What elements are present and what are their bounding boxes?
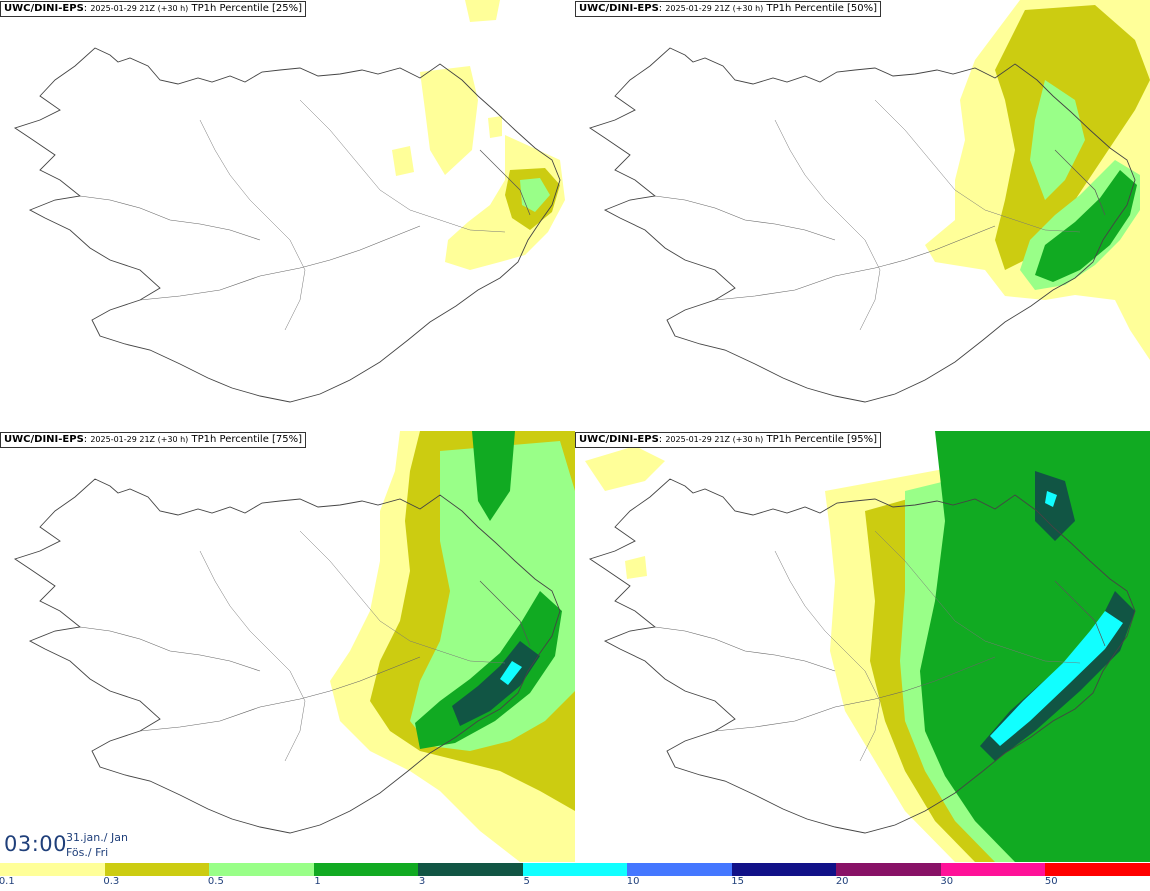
- legend-swatch: [731, 863, 837, 876]
- valid-time-box: 03:00 31.jan./ Jan Fös./ Fri: [0, 826, 140, 862]
- precip-map-p95: [585, 431, 1150, 862]
- valid-date: 31.jan./ Jan: [66, 831, 128, 844]
- legend-label: 0.5: [207, 876, 224, 887]
- legend-label: 20: [835, 876, 849, 887]
- legend-swatch: [209, 863, 314, 876]
- map-panel-p50: UWC/DINI-EPS: 2025-01-29 21Z (+30 h) TP1…: [575, 0, 1150, 431]
- panel-title: UWC/DINI-EPS: 2025-01-29 21Z (+30 h) TP1…: [575, 432, 882, 448]
- map-panel-p75: UWC/DINI-EPS: 2025-01-29 21Z (+30 h) TP1…: [0, 431, 575, 862]
- legend-label: 3: [418, 876, 426, 887]
- legend-swatch: [836, 863, 941, 876]
- legend-swatch: [627, 863, 732, 876]
- panel-title: UWC/DINI-EPS: 2025-01-29 21Z (+30 h) TP1…: [0, 1, 307, 17]
- panel-title: UWC/DINI-EPS: 2025-01-29 21Z (+30 h) TP1…: [0, 432, 307, 448]
- legend-label: 30: [940, 876, 954, 887]
- legend-swatch: [1045, 863, 1150, 876]
- legend-label: 15: [731, 876, 744, 887]
- map-panel-p25: UWC/DINI-EPS: 2025-01-29 21Z (+30 h) TP1…: [0, 0, 575, 431]
- valid-day: Fös./ Fri: [66, 846, 109, 859]
- map-panel-p95: UWC/DINI-EPS: 2025-01-29 21Z (+30 h) TP1…: [575, 431, 1150, 862]
- legend-swatch: [0, 863, 105, 876]
- precip-map-p50: [589, 0, 1150, 403]
- legend-labels: 0.1 0.3 0.5 1 3 5 10 15 20 30 50: [0, 876, 1150, 890]
- legend-swatch: [104, 863, 210, 876]
- legend-label: 0.1: [0, 876, 15, 887]
- valid-time: 03:00: [4, 832, 68, 856]
- legend-label: 10: [626, 876, 640, 887]
- legend-swatch: [418, 863, 523, 876]
- legend-swatch: [313, 863, 419, 876]
- panel-title: UWC/DINI-EPS: 2025-01-29 21Z (+30 h) TP1…: [575, 1, 882, 17]
- legend-label: 0.3: [103, 876, 120, 887]
- precip-map-p75: [14, 431, 575, 862]
- legend-label: 50: [1044, 876, 1058, 887]
- legend-label: 5: [523, 876, 530, 887]
- precip-map-p25: [14, 0, 565, 403]
- legend-label: 1: [314, 876, 321, 887]
- legend-swatch: [522, 863, 628, 876]
- legend-colorbar: [0, 863, 1150, 876]
- legend-swatch: [940, 863, 1046, 876]
